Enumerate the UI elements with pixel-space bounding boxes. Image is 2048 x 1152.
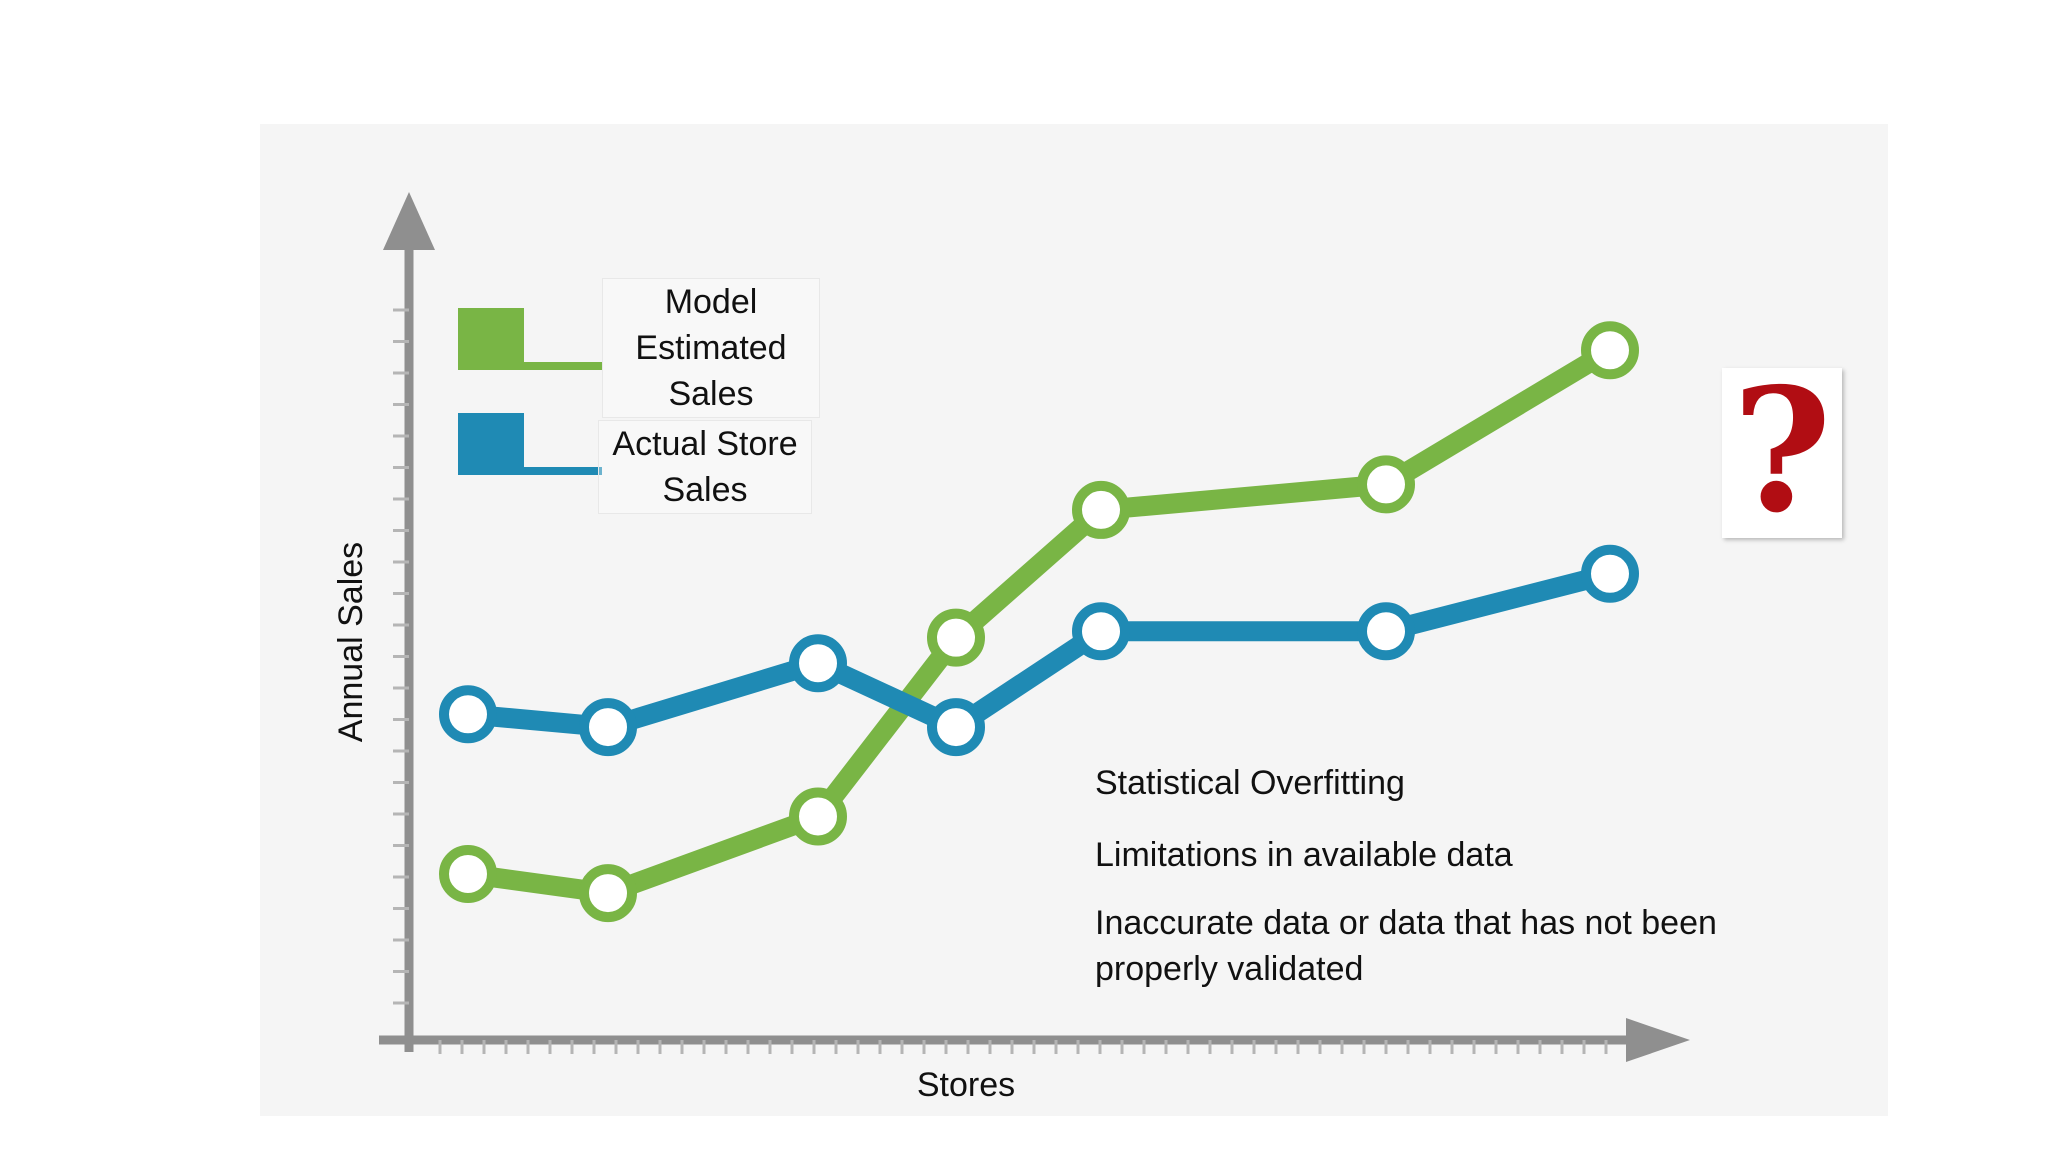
y-axis-label: Annual Sales xyxy=(332,542,370,742)
x-axis-label: Stores xyxy=(917,1066,1015,1104)
legend-label-text: Actual Store Sales xyxy=(612,425,798,509)
note-statistical-overfitting: Statistical Overfitting xyxy=(1095,764,1405,802)
data-point xyxy=(927,698,985,757)
y-axis-arrow xyxy=(383,192,435,250)
legend-swatches xyxy=(458,308,602,475)
legend-swatch-line xyxy=(458,362,602,370)
note-limitations: Limitations in available data xyxy=(1095,836,1513,874)
legend-label-model-estimated-sales: Model Estimated Sales xyxy=(602,278,820,418)
data-point xyxy=(439,685,497,744)
x-axis-arrow xyxy=(1626,1018,1690,1062)
chart-axes xyxy=(379,192,1690,1062)
legend-swatch-block xyxy=(458,308,524,370)
legend-swatch-actual-store-sales xyxy=(458,413,602,475)
question-mark-image: ? xyxy=(1722,356,1842,546)
chart-panel xyxy=(260,124,1888,1116)
data-point xyxy=(789,787,847,846)
data-point xyxy=(789,634,847,693)
data-point xyxy=(927,608,985,667)
legend-label-actual-store-sales: Actual Store Sales xyxy=(598,420,812,514)
chart-series xyxy=(439,321,1639,923)
data-point xyxy=(1357,455,1415,514)
series-actual-store-sales xyxy=(439,544,1639,757)
series-model-estimated-sales xyxy=(439,321,1639,923)
legend-swatch-block xyxy=(458,413,524,475)
legend-swatch-model-estimated-sales xyxy=(458,308,602,370)
note-inaccurate-data: Inaccurate data or data that has not bee… xyxy=(1095,904,1717,988)
data-point xyxy=(1072,480,1130,539)
data-point xyxy=(1072,602,1130,661)
data-point xyxy=(439,844,497,903)
legend-swatch-line xyxy=(458,467,602,475)
data-point xyxy=(1581,321,1639,380)
question-mark-icon: ? xyxy=(1732,351,1832,551)
data-point xyxy=(579,864,637,923)
data-point xyxy=(1357,602,1415,661)
legend-label-text: Model Estimated Sales xyxy=(635,283,787,413)
series-line xyxy=(458,563,1620,738)
data-point xyxy=(1581,544,1639,603)
data-point xyxy=(579,698,637,757)
